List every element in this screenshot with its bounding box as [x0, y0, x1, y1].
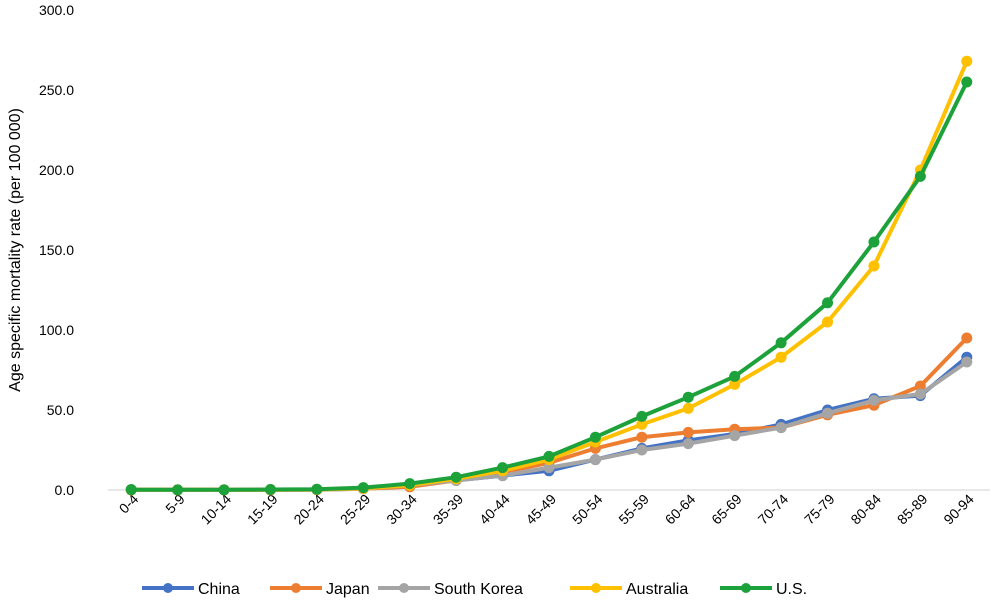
data-point [729, 430, 741, 442]
legend-swatch-marker [291, 583, 301, 593]
series-layer [125, 55, 973, 496]
data-point [682, 438, 694, 450]
data-point [729, 370, 741, 382]
data-point [636, 410, 648, 422]
legend-label: South Korea [434, 581, 523, 598]
legend-swatch-marker [741, 583, 751, 593]
data-point [636, 418, 648, 430]
y-axis-title: Age specific mortality rate (per 100 000… [7, 108, 24, 392]
y-tick-label: 250.0 [39, 82, 74, 98]
data-point [357, 482, 369, 494]
x-tick-label: 40-44 [476, 491, 513, 528]
data-point [636, 431, 648, 443]
x-tick-label: 10-14 [198, 491, 235, 528]
data-point [914, 380, 926, 392]
y-tick-label: 0.0 [55, 482, 75, 498]
legend-swatch-marker [399, 583, 409, 593]
x-tick-label: 45-49 [522, 491, 559, 528]
data-point [822, 316, 834, 328]
data-point [775, 351, 787, 363]
legend-swatch-marker [591, 583, 601, 593]
legend-label: Japan [326, 581, 370, 598]
data-point [311, 483, 323, 495]
data-point [589, 431, 601, 443]
data-point [914, 388, 926, 400]
data-point [497, 462, 509, 474]
y-tick-label: 100.0 [39, 322, 74, 338]
y-tick-label: 200.0 [39, 162, 74, 178]
x-tick-label: 65-69 [708, 491, 745, 528]
data-point [775, 422, 787, 434]
data-point [822, 407, 834, 419]
x-tick-label: 15-19 [244, 491, 281, 528]
data-point [961, 332, 973, 344]
data-point [961, 76, 973, 88]
y-axis-title-group: Age specific mortality rate (per 100 000… [7, 108, 24, 392]
x-tick-label: 20-24 [290, 491, 327, 528]
series-australia [125, 55, 973, 496]
series-china [125, 351, 973, 496]
series-line [129, 59, 969, 492]
data-point [868, 394, 880, 406]
data-point [636, 444, 648, 456]
x-tick-label: 60-64 [662, 491, 699, 528]
data-point [172, 484, 184, 496]
x-tick-labels: 0-4 5-9 10-14 15-19 20-24 25-29 30-34 35-39 40-4… [116, 491, 977, 528]
data-point [729, 378, 741, 390]
legend: China Japan South Korea Australia U.S. [142, 581, 807, 598]
legend-item: South Korea [378, 581, 523, 598]
x-tick-label: 75-79 [801, 491, 838, 528]
x-tick-label: 25-29 [337, 491, 374, 528]
data-point [682, 391, 694, 403]
data-point [961, 55, 973, 67]
data-point [682, 402, 694, 414]
data-point [682, 426, 694, 438]
y-tick-label: 150.0 [39, 242, 74, 258]
data-point [450, 471, 462, 483]
data-point [822, 297, 834, 309]
data-point [404, 478, 416, 490]
legend-swatch-marker [163, 583, 173, 593]
legend-item: Japan [270, 581, 370, 598]
series-line [129, 80, 969, 492]
legend-item: Australia [570, 581, 688, 598]
x-tick-label: 85-89 [894, 491, 931, 528]
x-tick-label: 30-34 [383, 491, 420, 528]
x-tick-label: 90-94 [940, 491, 977, 528]
y-tick-labels: 0.0 50.0 100.0 150.0 200.0 250.0 300.0 [39, 2, 74, 498]
data-point [264, 484, 276, 496]
x-tick-label: 35-39 [430, 491, 467, 528]
legend-label: Australia [626, 581, 688, 598]
data-point [868, 260, 880, 272]
x-tick-label: 55-59 [615, 491, 652, 528]
data-point [218, 484, 230, 496]
data-point [914, 170, 926, 182]
y-tick-label: 50.0 [47, 402, 74, 418]
legend-label: U.S. [776, 581, 807, 598]
data-point [961, 356, 973, 368]
data-point [589, 454, 601, 466]
y-tick-label: 300.0 [39, 2, 74, 18]
x-tick-label: 50-54 [569, 491, 606, 528]
x-tick-label: 70-74 [755, 491, 792, 528]
legend-item: China [142, 581, 240, 598]
data-point [775, 337, 787, 349]
data-point [125, 484, 137, 496]
legend-item: U.S. [720, 581, 807, 598]
legend-label: China [198, 581, 240, 598]
data-point [868, 236, 880, 248]
x-tick-label: 80-84 [847, 491, 884, 528]
data-point [543, 450, 555, 462]
data-point [543, 462, 555, 474]
series-u-s- [125, 76, 973, 496]
